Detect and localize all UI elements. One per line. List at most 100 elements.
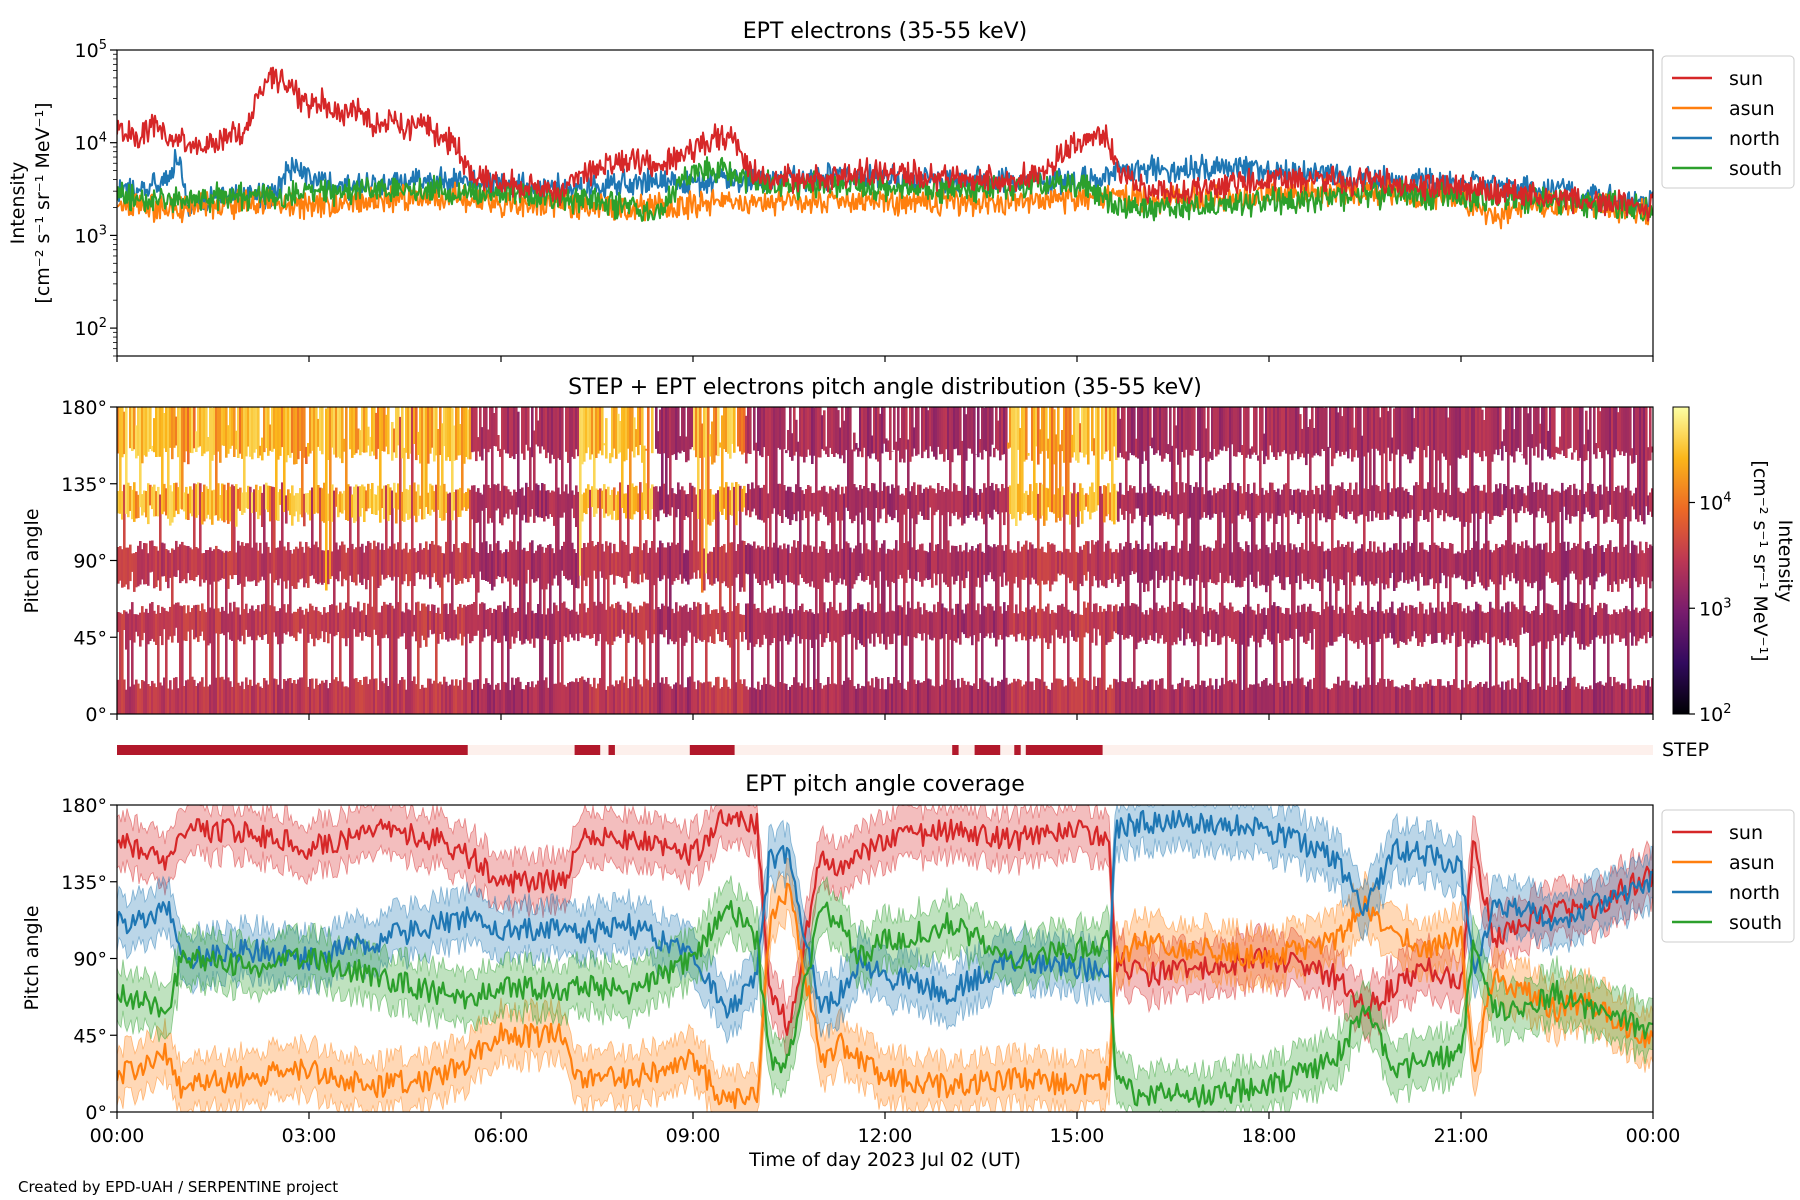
- heatmap-cell: [1379, 417, 1382, 456]
- heatmap-cell: [533, 687, 536, 714]
- heatmap-cell: [499, 448, 502, 457]
- heatmap-cell: [651, 407, 654, 454]
- heatmap-cell: [1571, 602, 1574, 638]
- heatmap-cell: [1343, 613, 1346, 638]
- heatmap-cell: [985, 681, 988, 714]
- heatmap-cell: [291, 407, 294, 453]
- heatmap-cell: [507, 489, 510, 519]
- heatmap-cell: [703, 407, 706, 458]
- heatmap-cell: [1363, 613, 1366, 645]
- heatmap-cell: [947, 540, 950, 587]
- heatmap-cell: [641, 606, 644, 645]
- heatmap-cell: [1465, 491, 1468, 522]
- heatmap-cell: [581, 548, 584, 638]
- heatmap-cell: [1009, 549, 1012, 635]
- heatmap-cell: [301, 610, 304, 629]
- heatmap-cell: [1081, 549, 1084, 587]
- heatmap-cell: [1157, 549, 1160, 588]
- heatmap-cell: [429, 407, 432, 454]
- heatmap-cell: [1089, 486, 1092, 520]
- heatmap-cell: [655, 552, 658, 714]
- heatmap-cell: [1335, 407, 1338, 454]
- heatmap-cell: [1343, 547, 1346, 586]
- heatmap-cell: [1435, 407, 1438, 510]
- heatmap-cell: [1515, 407, 1518, 452]
- heatmap-cell: [1379, 491, 1382, 520]
- heatmap-cell: [517, 541, 520, 581]
- heatmap-cell: [1015, 604, 1018, 642]
- heatmap-cell: [1001, 407, 1004, 455]
- heatmap-cell: [1249, 493, 1252, 522]
- heatmap-cell: [119, 407, 122, 514]
- heatmap-cell: [447, 614, 450, 642]
- heatmap-cell: [1499, 609, 1502, 643]
- heatmap-cell: [1301, 604, 1304, 637]
- heatmap-cell: [587, 677, 590, 714]
- heatmap-cell: [535, 407, 538, 445]
- heatmap-cell: [1133, 486, 1136, 520]
- heatmap-cell: [1635, 607, 1638, 646]
- heatmap-cell: [1579, 608, 1582, 650]
- heatmap-cell: [419, 610, 422, 648]
- heatmap-cell: [263, 484, 266, 581]
- heatmap-cell: [717, 676, 720, 714]
- heatmap-cell: [1317, 612, 1320, 714]
- heatmap-cell: [727, 686, 730, 714]
- heatmap-cell: [1165, 689, 1168, 714]
- heatmap-cell: [737, 544, 740, 575]
- heatmap-cell: [295, 546, 298, 589]
- heatmap-cell: [1037, 407, 1040, 465]
- heatmap-cell: [1253, 482, 1256, 587]
- heatmap-cell: [779, 407, 782, 450]
- heatmap-cell: [1507, 601, 1510, 641]
- heatmap-cell: [1571, 677, 1574, 714]
- heatmap-cell: [1613, 677, 1616, 714]
- heatmap-cell: [1479, 490, 1482, 519]
- heatmap-cell: [291, 683, 294, 714]
- heatmap-cell: [1417, 485, 1420, 522]
- p1-series-south: [117, 156, 1653, 222]
- heatmap-cell: [1029, 542, 1032, 585]
- heatmap-cell: [743, 614, 746, 632]
- panel1-x-ticks: [116, 356, 1654, 362]
- heatmap-cell: [1453, 407, 1456, 521]
- heatmap-cell: [607, 486, 610, 517]
- heatmap-cell: [1129, 485, 1132, 514]
- heatmap-cell: [1185, 608, 1188, 640]
- heatmap-cell: [1273, 407, 1276, 457]
- heatmap-cell: [753, 687, 756, 714]
- heatmap-cell: [789, 686, 792, 714]
- heatmap-cell: [327, 493, 330, 521]
- heatmap-cell: [1453, 679, 1456, 714]
- heatmap-cell: [1469, 407, 1472, 523]
- heatmap-cell: [167, 611, 170, 640]
- heatmap-cell: [1175, 689, 1178, 714]
- heatmap-cell: [1303, 685, 1306, 714]
- heatmap-cell: [1415, 407, 1418, 447]
- heatmap-cell: [499, 689, 502, 714]
- heatmap-cell: [1543, 484, 1546, 512]
- heatmap-cell: [1647, 609, 1650, 632]
- heatmap-cell: [1181, 482, 1184, 513]
- heatmap-cell: [1483, 683, 1486, 714]
- heatmap-cell: [749, 544, 752, 643]
- heatmap-cell: [149, 484, 152, 506]
- heatmap-cell: [811, 689, 814, 714]
- heatmap-cell: [263, 407, 266, 453]
- heatmap-cell: [579, 407, 582, 576]
- heatmap-cell: [1203, 407, 1206, 458]
- heatmap-cell: [1283, 613, 1286, 640]
- heatmap-cell: [599, 488, 602, 572]
- heatmap-cell: [1121, 407, 1124, 458]
- heatmap-cell: [817, 407, 820, 458]
- heatmap-cell: [153, 418, 156, 453]
- heatmap-cell: [905, 614, 908, 646]
- heatmap-cell: [1511, 544, 1514, 573]
- heatmap-cell: [359, 611, 362, 633]
- heatmap-cell: [581, 407, 584, 465]
- heatmap-cell: [405, 542, 408, 575]
- heatmap-cell: [493, 608, 496, 642]
- heatmap-cell: [1515, 485, 1518, 523]
- heatmap-cell: [205, 612, 208, 714]
- heatmap-cell: [731, 542, 734, 586]
